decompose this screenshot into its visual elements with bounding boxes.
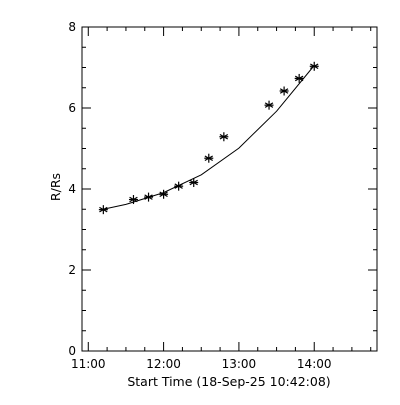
data-point <box>309 61 319 71</box>
data-point <box>189 178 199 188</box>
plot-frame <box>81 26 378 352</box>
y-axis-title: R/Rs <box>48 173 63 201</box>
x-tick-label: 13:00 <box>222 357 257 371</box>
data-points-group <box>98 61 319 215</box>
data-point <box>219 132 229 142</box>
data-point <box>264 100 274 110</box>
y-tick-label: 4 <box>68 182 76 196</box>
data-point <box>174 181 184 191</box>
y-tick-label: 2 <box>68 263 76 277</box>
x-tick-label: 12:00 <box>146 357 181 371</box>
data-point <box>204 153 214 163</box>
x-tick-label: 14:00 <box>297 357 332 371</box>
y-tick-label: 6 <box>68 101 76 115</box>
data-point <box>128 195 138 205</box>
x-tick-label: 11:00 <box>71 357 106 371</box>
data-point <box>279 86 289 96</box>
data-point <box>159 189 169 199</box>
y-tick-label: 8 <box>68 20 76 34</box>
x-axis-title: Start Time (18-Sep-25 10:42:08) <box>127 374 330 389</box>
data-point <box>294 73 304 83</box>
fit-curve-line <box>103 65 315 210</box>
data-point <box>144 192 154 202</box>
tick-labels-group: 0 2 4 6 8 11:00 12:00 13:00 14:00 <box>68 20 331 371</box>
axes-group <box>81 26 378 352</box>
ticks-group <box>82 26 377 352</box>
y-tick-label: 0 <box>68 344 76 358</box>
data-point <box>98 205 108 215</box>
